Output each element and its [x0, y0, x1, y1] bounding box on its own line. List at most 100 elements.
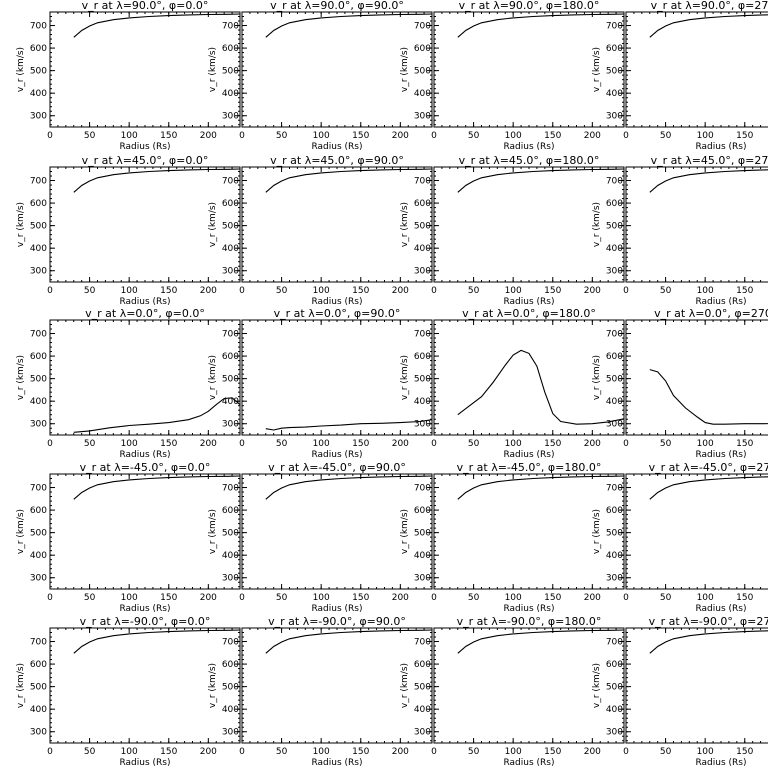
panel-title: v_r at λ=-90.0°, φ=90.0° [268, 615, 406, 628]
plot-frame [625, 627, 768, 744]
x-axis-label: Radius (Rs) [503, 142, 554, 152]
y-tick-label: 500 [606, 375, 623, 385]
x-axis-label: Radius (Rs) [503, 604, 554, 614]
x-tick-label: 150 [544, 286, 561, 296]
x-tick-label: 50 [276, 131, 288, 141]
x-tick-label: 0 [239, 593, 245, 603]
y-tick-label: 600 [30, 506, 47, 516]
y-tick-label: 700 [414, 177, 431, 187]
y-tick-label: 400 [222, 397, 239, 407]
y-tick-label: 500 [30, 529, 47, 539]
x-tick-label: 200 [584, 131, 601, 141]
y-tick-label: 600 [222, 44, 239, 54]
x-tick-label: 0 [623, 131, 629, 141]
y-axis-label: v_r (km/s) [16, 47, 26, 92]
y-tick-label: 600 [222, 199, 239, 209]
x-tick-label: 150 [736, 131, 753, 141]
x-tick-label: 50 [660, 747, 672, 757]
y-axis-label: v_r (km/s) [208, 202, 218, 247]
y-axis-label: v_r (km/s) [592, 509, 602, 554]
panel-title: v_r at λ=0.0°, φ=180.0° [462, 307, 596, 320]
panel-18: v_r at λ=-90.0°, φ=90.0° 0 50 100 150 200 300 4… [208, 615, 433, 768]
x-tick-label: 150 [544, 439, 561, 449]
y-tick-label: 700 [30, 22, 47, 32]
x-tick-label: 100 [697, 593, 714, 603]
series-line [73, 629, 241, 654]
y-tick-label: 300 [222, 574, 239, 584]
x-tick-label: 100 [121, 131, 138, 141]
y-axis-label: v_r (km/s) [16, 663, 26, 708]
x-tick-label: 50 [660, 286, 672, 296]
y-tick-label: 500 [606, 683, 623, 693]
x-tick-label: 100 [697, 286, 714, 296]
x-axis-label: Radius (Rs) [503, 297, 554, 307]
x-tick-label: 0 [239, 747, 245, 757]
panel-12: v_r at λ=0.0°, φ=270.0°05010015020030040… [592, 307, 768, 460]
y-axis-label: v_r (km/s) [592, 663, 602, 708]
panel-title: v_r at λ=-45.0°, φ=0.0° [80, 461, 211, 474]
x-tick-label: 200 [200, 131, 217, 141]
x-tick-label: 50 [660, 439, 672, 449]
y-tick-label: 400 [606, 244, 623, 254]
x-axis-label: Radius (Rs) [119, 450, 170, 460]
x-tick-label: 50 [468, 286, 480, 296]
y-tick-label: 500 [414, 683, 431, 693]
y-tick-label: 400 [414, 705, 431, 715]
y-axis-label: v_r (km/s) [400, 663, 410, 708]
y-tick-label: 300 [606, 728, 623, 738]
x-tick-label: 100 [313, 131, 330, 141]
y-tick-label: 300 [222, 112, 239, 122]
series-line [73, 168, 241, 193]
x-tick-label: 0 [623, 593, 629, 603]
x-axis-label: Radius (Rs) [695, 758, 746, 768]
x-tick-label: 0 [431, 593, 437, 603]
y-tick-label: 400 [222, 705, 239, 715]
panel-11: v_r at λ=0.0°, φ=180.0° 0 50 100 150 200 300 40… [400, 307, 625, 460]
panel-title: v_r at λ=45.0°, φ=90.0° [270, 154, 404, 167]
y-tick-label: 500 [222, 683, 239, 693]
y-tick-label: 300 [606, 267, 623, 277]
panel-title: v_r at λ=-45.0°, φ=180.0° [457, 461, 602, 474]
series-line [649, 630, 768, 654]
panel-5: v_r at λ=45.0°, φ=0.0° 0 50 100 150 200 300 400… [16, 154, 241, 307]
y-tick-label: 600 [30, 660, 47, 670]
x-tick-label: 100 [505, 593, 522, 603]
y-tick-label: 500 [222, 67, 239, 77]
y-tick-label: 500 [30, 67, 47, 77]
y-axis-label: v_r (km/s) [592, 355, 602, 400]
y-tick-label: 400 [414, 244, 431, 254]
x-tick-label: 150 [160, 131, 177, 141]
y-tick-label: 500 [606, 222, 623, 232]
series-line [457, 168, 625, 193]
y-tick-label: 300 [414, 267, 431, 277]
x-tick-label: 50 [660, 131, 672, 141]
y-tick-label: 700 [606, 330, 623, 340]
y-tick-label: 600 [606, 352, 623, 362]
x-tick-label: 100 [505, 131, 522, 141]
x-axis-label: Radius (Rs) [311, 297, 362, 307]
x-tick-label: 150 [352, 439, 369, 449]
panel-title: v_r at λ=-45.0°, φ=270.0° [649, 461, 768, 474]
x-tick-label: 50 [660, 593, 672, 603]
y-tick-label: 300 [606, 420, 623, 430]
x-axis-label: Radius (Rs) [503, 758, 554, 768]
x-tick-label: 50 [468, 439, 480, 449]
y-axis-label: v_r (km/s) [400, 355, 410, 400]
x-tick-label: 150 [160, 593, 177, 603]
y-tick-label: 400 [606, 397, 623, 407]
x-tick-label: 100 [697, 131, 714, 141]
x-tick-label: 50 [276, 439, 288, 449]
panel-title: v_r at λ=-90.0°, φ=180.0° [457, 615, 602, 628]
y-tick-label: 500 [414, 375, 431, 385]
panel-title: v_r at λ=-90.0°, φ=270.0° [649, 615, 768, 628]
series-line [457, 629, 625, 654]
series-line [265, 13, 433, 38]
y-tick-label: 700 [606, 177, 623, 187]
x-axis-label: Radius (Rs) [695, 297, 746, 307]
x-tick-label: 0 [239, 439, 245, 449]
x-tick-label: 150 [352, 286, 369, 296]
x-tick-label: 150 [544, 131, 561, 141]
y-axis-label: v_r (km/s) [16, 509, 26, 554]
x-tick-label: 150 [736, 747, 753, 757]
y-axis-label: v_r (km/s) [208, 509, 218, 554]
